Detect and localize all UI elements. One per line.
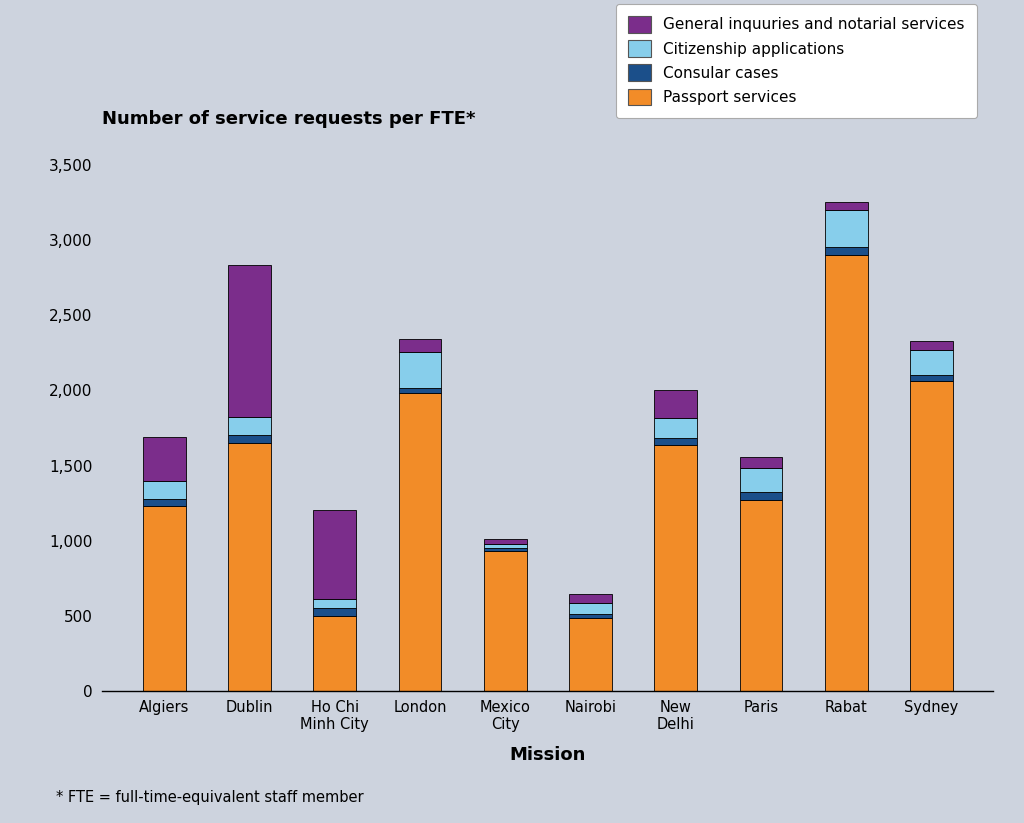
Bar <box>398 388 441 393</box>
Bar <box>825 248 867 255</box>
Bar <box>484 544 526 548</box>
Bar <box>398 393 441 691</box>
Bar <box>825 255 867 691</box>
Bar <box>484 551 526 691</box>
Bar <box>739 500 782 691</box>
Bar <box>825 210 867 248</box>
Bar <box>313 608 356 616</box>
Bar <box>398 352 441 388</box>
Bar <box>228 417 270 435</box>
Bar <box>228 266 270 417</box>
Bar <box>569 617 611 691</box>
Bar <box>739 492 782 500</box>
Bar <box>654 438 697 444</box>
Bar <box>654 418 697 438</box>
Bar <box>825 202 867 210</box>
Bar <box>143 437 185 481</box>
Bar <box>484 548 526 551</box>
Legend: General inquuries and notarial services, Citizenship applications, Consular case: General inquuries and notarial services,… <box>615 3 977 118</box>
Text: * FTE = full-time-equivalent staff member: * FTE = full-time-equivalent staff membe… <box>56 790 364 805</box>
Bar <box>228 443 270 691</box>
Bar <box>910 341 952 351</box>
Bar <box>143 506 185 691</box>
Bar <box>143 481 185 499</box>
X-axis label: Mission: Mission <box>510 746 586 764</box>
Bar <box>313 510 356 599</box>
Bar <box>910 351 952 375</box>
Bar <box>569 603 611 614</box>
Bar <box>569 614 611 617</box>
Bar <box>228 435 270 443</box>
Bar <box>484 539 526 544</box>
Bar <box>313 616 356 691</box>
Bar <box>654 390 697 418</box>
Bar <box>910 375 952 381</box>
Bar <box>569 594 611 603</box>
Bar <box>313 599 356 608</box>
Bar <box>910 381 952 691</box>
Text: Number of service requests per FTE*: Number of service requests per FTE* <box>102 109 476 128</box>
Bar <box>739 457 782 467</box>
Bar <box>398 339 441 352</box>
Bar <box>654 444 697 691</box>
Bar <box>143 499 185 506</box>
Bar <box>739 467 782 492</box>
